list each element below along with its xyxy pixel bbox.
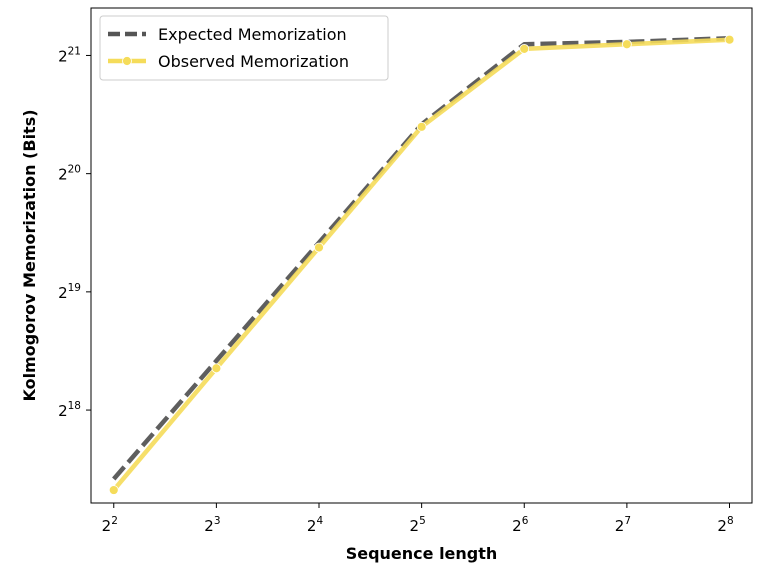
legend-label-1: Expected Memorization [158,25,347,44]
series-point-2-7 [724,34,735,45]
series-point-2-2 [211,363,222,374]
legend-label-2: Observed Memorization [158,52,349,71]
legend: Expected Memorization Observed Memorizati… [99,15,389,81]
x-axis-title: Sequence length [346,544,498,563]
series-point-2-1 [108,485,119,495]
series-point-2-6 [621,39,632,50]
plot-area [90,7,753,504]
series-point-2-4 [416,121,427,132]
y-axis-title: Kolmogorov Memorization (Bits) [20,109,39,401]
legend-box [99,15,389,81]
series-point-2-3 [314,242,324,253]
legend-marker-2 [122,56,132,66]
series-point-2-5 [519,43,530,54]
